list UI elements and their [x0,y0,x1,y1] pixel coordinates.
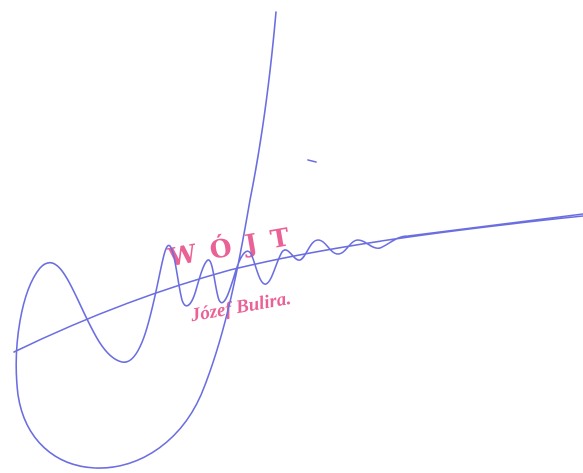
signature-vertical-stroke [15,11,583,469]
official-stamp: WÓJT Józef Bulira. [165,220,305,326]
signature-tick-mark [307,159,317,163]
stamp-name: Józef Bulira. [188,288,292,326]
stamp-title: WÓJT [165,220,305,272]
signature-cross-stroke [13,215,583,353]
handwritten-signature [13,11,583,469]
